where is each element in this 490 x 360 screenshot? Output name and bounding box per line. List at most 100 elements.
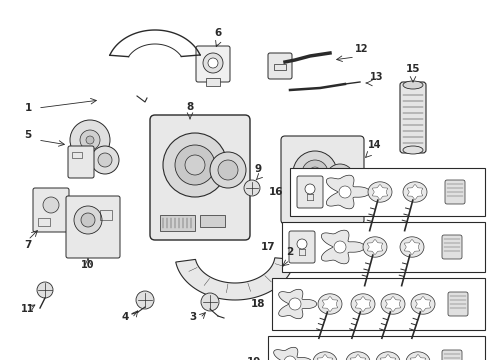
Circle shape bbox=[98, 153, 112, 167]
Text: 14: 14 bbox=[368, 140, 382, 150]
Circle shape bbox=[289, 298, 301, 310]
FancyBboxPatch shape bbox=[448, 292, 468, 316]
Polygon shape bbox=[351, 294, 375, 314]
Polygon shape bbox=[313, 352, 337, 360]
Bar bbox=[200, 215, 225, 227]
Circle shape bbox=[203, 53, 223, 73]
Text: 9: 9 bbox=[254, 164, 262, 174]
Polygon shape bbox=[386, 297, 401, 311]
Circle shape bbox=[339, 186, 351, 198]
FancyBboxPatch shape bbox=[66, 196, 120, 258]
Text: 16: 16 bbox=[269, 187, 283, 197]
FancyBboxPatch shape bbox=[268, 53, 292, 79]
Polygon shape bbox=[411, 355, 426, 360]
Bar bbox=[282, 222, 485, 272]
FancyBboxPatch shape bbox=[33, 188, 69, 232]
Bar bbox=[38, 218, 50, 226]
Circle shape bbox=[81, 213, 95, 227]
Bar bbox=[268, 336, 485, 360]
FancyBboxPatch shape bbox=[150, 115, 250, 240]
Ellipse shape bbox=[403, 146, 423, 154]
Polygon shape bbox=[318, 294, 342, 314]
FancyBboxPatch shape bbox=[297, 176, 323, 208]
Circle shape bbox=[43, 197, 59, 213]
Polygon shape bbox=[363, 237, 387, 257]
FancyBboxPatch shape bbox=[445, 180, 465, 204]
Bar bbox=[274, 64, 286, 70]
Circle shape bbox=[136, 291, 154, 309]
FancyBboxPatch shape bbox=[68, 146, 94, 178]
Polygon shape bbox=[346, 352, 370, 360]
Circle shape bbox=[91, 146, 119, 174]
Polygon shape bbox=[326, 175, 370, 209]
Ellipse shape bbox=[403, 81, 423, 89]
Circle shape bbox=[70, 120, 110, 160]
FancyBboxPatch shape bbox=[442, 235, 462, 259]
Polygon shape bbox=[368, 239, 383, 255]
Circle shape bbox=[163, 133, 227, 197]
Text: 6: 6 bbox=[215, 28, 221, 38]
Bar bbox=[206, 78, 220, 86]
Polygon shape bbox=[355, 297, 371, 311]
Bar bbox=[100, 210, 112, 220]
Polygon shape bbox=[411, 294, 435, 314]
Polygon shape bbox=[176, 258, 294, 300]
Polygon shape bbox=[279, 289, 317, 319]
Circle shape bbox=[37, 282, 53, 298]
Polygon shape bbox=[318, 355, 333, 360]
Circle shape bbox=[305, 184, 315, 194]
Circle shape bbox=[284, 356, 296, 360]
Text: 8: 8 bbox=[186, 102, 194, 112]
Circle shape bbox=[201, 293, 219, 311]
Circle shape bbox=[244, 180, 260, 196]
Text: 5: 5 bbox=[24, 130, 32, 140]
Circle shape bbox=[302, 160, 328, 186]
Polygon shape bbox=[381, 294, 405, 314]
Circle shape bbox=[326, 164, 354, 192]
Bar bbox=[290, 168, 485, 216]
Bar bbox=[272, 278, 485, 330]
Polygon shape bbox=[407, 185, 423, 199]
Polygon shape bbox=[350, 355, 366, 360]
Circle shape bbox=[218, 160, 238, 180]
Polygon shape bbox=[416, 297, 431, 311]
Circle shape bbox=[80, 130, 100, 150]
Polygon shape bbox=[403, 182, 427, 202]
Text: 17: 17 bbox=[260, 242, 275, 252]
Polygon shape bbox=[274, 347, 312, 360]
Text: 13: 13 bbox=[370, 72, 384, 82]
Circle shape bbox=[175, 145, 215, 185]
Polygon shape bbox=[368, 182, 392, 202]
Polygon shape bbox=[400, 237, 424, 257]
Polygon shape bbox=[406, 352, 430, 360]
Text: 2: 2 bbox=[286, 247, 294, 257]
Text: 3: 3 bbox=[189, 312, 196, 322]
Text: 15: 15 bbox=[406, 64, 420, 74]
Text: 19: 19 bbox=[246, 357, 261, 360]
Circle shape bbox=[208, 58, 218, 68]
Text: 11: 11 bbox=[21, 304, 35, 314]
Text: 10: 10 bbox=[81, 260, 95, 270]
Text: 1: 1 bbox=[24, 103, 32, 113]
Bar bbox=[72, 152, 82, 158]
Bar bbox=[160, 215, 195, 231]
Text: 4: 4 bbox=[122, 312, 129, 322]
Polygon shape bbox=[322, 297, 338, 311]
Circle shape bbox=[334, 241, 346, 253]
Text: 12: 12 bbox=[355, 44, 368, 54]
Polygon shape bbox=[376, 352, 400, 360]
Text: 18: 18 bbox=[250, 299, 265, 309]
Polygon shape bbox=[372, 185, 388, 199]
FancyBboxPatch shape bbox=[400, 82, 426, 153]
FancyBboxPatch shape bbox=[281, 136, 364, 224]
Polygon shape bbox=[321, 230, 365, 264]
Polygon shape bbox=[404, 239, 420, 255]
Circle shape bbox=[210, 152, 246, 188]
Circle shape bbox=[86, 136, 94, 144]
Polygon shape bbox=[380, 355, 396, 360]
Circle shape bbox=[297, 239, 307, 249]
Circle shape bbox=[185, 155, 205, 175]
FancyBboxPatch shape bbox=[289, 231, 315, 263]
Text: 7: 7 bbox=[24, 240, 32, 250]
Circle shape bbox=[74, 206, 102, 234]
